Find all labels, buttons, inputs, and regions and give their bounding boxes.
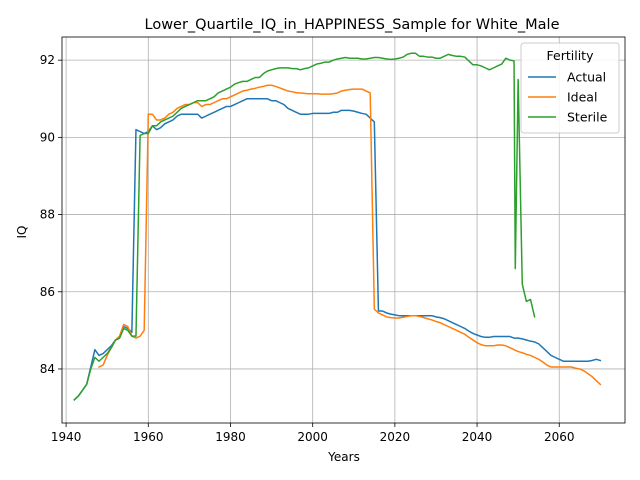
legend-label-actual: Actual: [567, 70, 606, 85]
series-line-actual: [73, 98, 602, 401]
y-tick-label: 92: [40, 53, 55, 67]
x-axis-label: Years: [327, 450, 360, 464]
x-tick-label: 1940: [51, 430, 82, 444]
legend-label-ideal: Ideal: [567, 90, 597, 105]
chart-title: Lower_Quartile_IQ_in_HAPPINESS_Sample fo…: [145, 17, 560, 33]
series-line-sterile: [73, 52, 536, 401]
legend: Fertility Actual Ideal Sterile: [520, 42, 620, 134]
x-tick-label: 1960: [133, 430, 164, 444]
y-axis-label: IQ: [15, 226, 29, 239]
legend-box: [520, 42, 620, 134]
y-tick-label: 86: [40, 285, 55, 299]
x-tick-label: 2020: [380, 430, 411, 444]
x-tick-label: 1980: [215, 430, 246, 444]
axis-ticks: 1940 1960 1980 2000 2020 2040 2060 84 86 88 90 92: [40, 53, 575, 444]
plot-area-frame: [61, 36, 626, 424]
legend-label-sterile: Sterile: [567, 110, 608, 125]
series-line-ideal: [97, 84, 602, 386]
grid: [62, 37, 625, 423]
x-tick-label: 2060: [544, 430, 575, 444]
legend-title: Fertility: [547, 48, 595, 63]
legend-items: Actual Ideal Sterile: [528, 70, 608, 125]
x-tick-label: 2040: [462, 430, 493, 444]
y-tick-label: 90: [40, 130, 55, 144]
series-lines: [73, 52, 602, 401]
x-tick-label: 2000: [297, 430, 328, 444]
y-tick-label: 84: [40, 362, 55, 376]
y-tick-label: 88: [40, 208, 55, 222]
